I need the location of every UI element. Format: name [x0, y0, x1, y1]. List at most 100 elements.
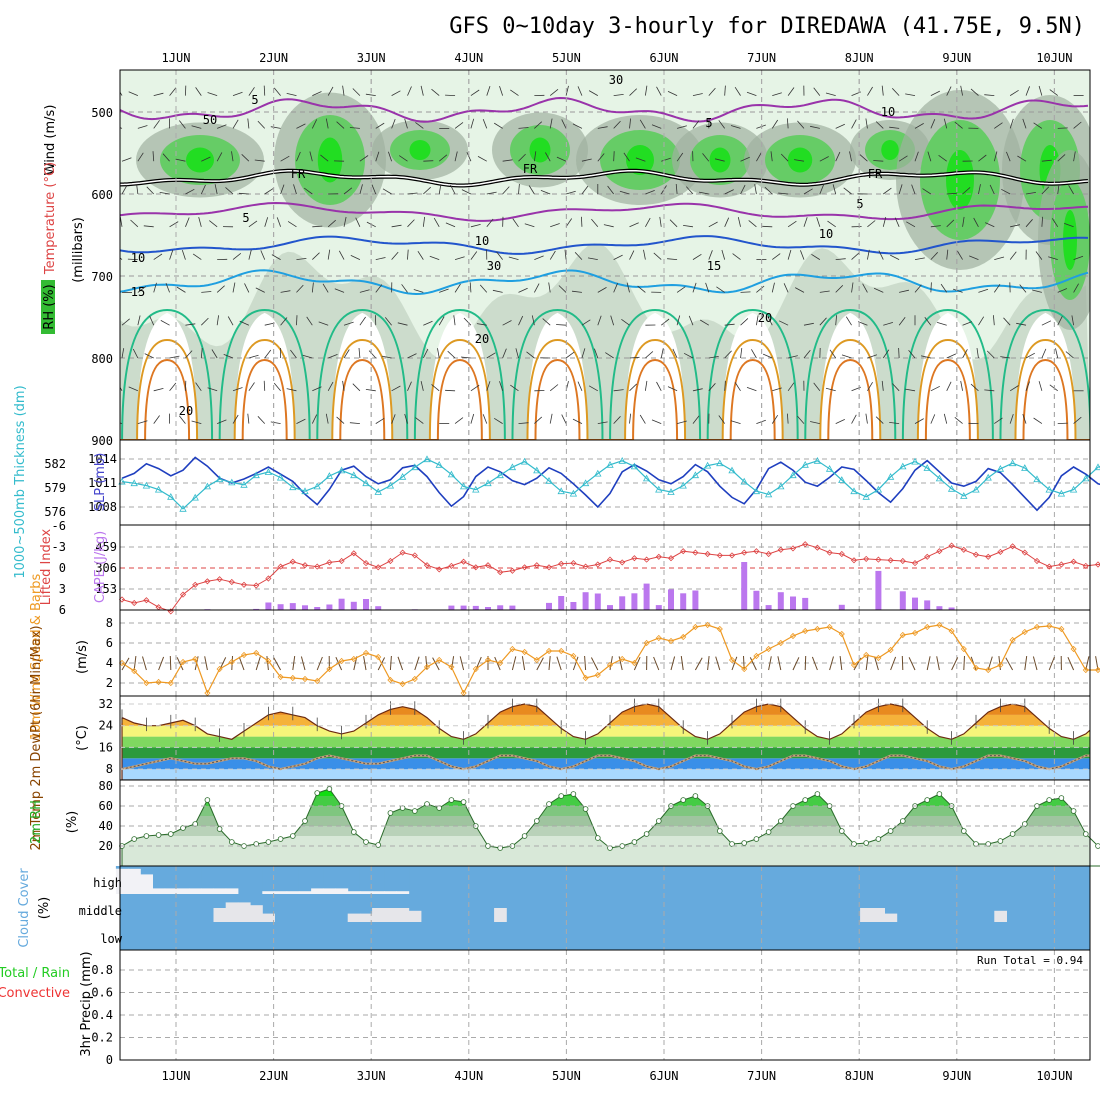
rh-point — [838, 828, 845, 834]
wind-barb — [359, 289, 370, 293]
wind-barb — [293, 184, 297, 195]
cloud-mid-fill — [494, 908, 507, 922]
wind-barb — [914, 123, 924, 129]
cape-bar — [448, 605, 455, 610]
wind-barb — [153, 253, 163, 260]
precip-tick-0.6: 0.6 — [91, 986, 113, 1000]
wind-barb — [859, 154, 868, 162]
contour-label-t10c: 10 — [819, 227, 833, 241]
wind-barb — [851, 282, 854, 293]
upper-air-panel: 5 5 5 5 FR FR FR 10 10 10 15 15 20 20 20 30 30 50 10 — [120, 70, 1090, 440]
wind-barb — [257, 120, 266, 129]
wind-barb — [692, 388, 703, 392]
wind-barb — [756, 152, 762, 162]
lifted-index-point — [692, 549, 699, 556]
cape-bar — [472, 605, 479, 610]
rh-tick-60: 60 — [99, 799, 113, 813]
wind-barb — [311, 119, 318, 129]
rh-point — [692, 793, 699, 799]
wind-barb — [669, 219, 678, 228]
wind-barb — [540, 190, 551, 195]
wind-barb — [873, 160, 884, 162]
wind-barb — [264, 188, 274, 195]
wind-barb — [1009, 118, 1014, 129]
thickness-point — [1069, 485, 1078, 493]
wind-barb — [914, 418, 924, 424]
wind-barb — [795, 287, 805, 293]
wind-barb — [225, 187, 234, 195]
temp-band — [122, 704, 1090, 715]
rh-point — [350, 829, 357, 835]
wind-barb — [286, 388, 297, 392]
cape-bar — [607, 605, 613, 610]
wind-barb — [178, 120, 186, 129]
wind-barb-10m — [548, 656, 551, 671]
thickness-point — [911, 457, 919, 465]
lifted-index-point — [728, 552, 736, 559]
wind-barb — [1038, 381, 1043, 391]
rh-point — [265, 839, 272, 845]
wind-barb — [699, 319, 710, 326]
wind-barb — [401, 284, 408, 293]
wind-barb — [127, 258, 138, 260]
date-label-top: 5JUN — [552, 51, 581, 65]
rh-dry-area — [332, 312, 393, 440]
wind-barb — [771, 414, 779, 424]
wind-barb — [676, 286, 686, 293]
wind-barb — [137, 152, 144, 162]
wind-barb — [740, 318, 749, 326]
wind-barb — [518, 183, 520, 195]
wind-barb — [433, 217, 440, 227]
wind-barb — [438, 154, 448, 162]
wind-barb — [643, 249, 646, 260]
thickness-point — [545, 476, 553, 484]
temp-tick-24: 24 — [99, 719, 113, 733]
wind-barb — [120, 91, 123, 96]
wind-barb — [355, 217, 361, 227]
wind-barb — [502, 320, 512, 326]
thickness-point — [252, 471, 260, 479]
wind-barb — [993, 315, 995, 326]
wind-barb — [214, 184, 218, 195]
wind-barb — [263, 85, 266, 96]
wind-barb — [797, 120, 805, 129]
lifted-index-point — [362, 560, 370, 567]
cloud-high-cell — [347, 866, 361, 892]
wind-barb — [561, 119, 567, 129]
wind-barb — [549, 88, 559, 96]
lifted-index-point — [863, 555, 870, 562]
wind-barb — [851, 414, 857, 424]
wind-barb — [676, 315, 681, 326]
wind-barb — [1022, 118, 1027, 129]
cloud-high-fill — [213, 888, 227, 894]
wind-barb-10m — [1005, 657, 1014, 671]
cloud-high-fill — [164, 888, 178, 894]
wind-barb-10m — [811, 656, 818, 671]
rh-blob-bright — [317, 137, 343, 183]
cape-bar — [338, 598, 345, 610]
rh-tick-20: 20 — [99, 839, 113, 853]
cape-bar — [509, 605, 516, 610]
wind-barb — [780, 153, 789, 162]
cloud-high-fill — [176, 888, 190, 894]
wind-barb — [191, 125, 202, 129]
thickness-point — [1057, 489, 1066, 497]
wind-barb — [764, 186, 773, 195]
wind-barb — [477, 156, 487, 162]
wind-barb — [1022, 413, 1027, 424]
wind-barb — [1073, 151, 1076, 162]
wind-barb — [388, 151, 392, 162]
wind-speed-point — [631, 659, 638, 667]
wind-barb — [169, 355, 180, 359]
wind-barb — [423, 160, 434, 162]
wind-barb — [894, 217, 900, 227]
thickness-point — [703, 461, 712, 469]
rh-band — [122, 806, 1090, 816]
wind-speed-point — [997, 661, 1004, 669]
wind-barb — [875, 121, 884, 129]
wind-barb — [672, 348, 678, 359]
lifted-index-point — [667, 555, 675, 562]
lifted-index-point — [753, 548, 760, 555]
wind-speed-point — [558, 647, 565, 655]
wind-barb — [675, 183, 678, 195]
